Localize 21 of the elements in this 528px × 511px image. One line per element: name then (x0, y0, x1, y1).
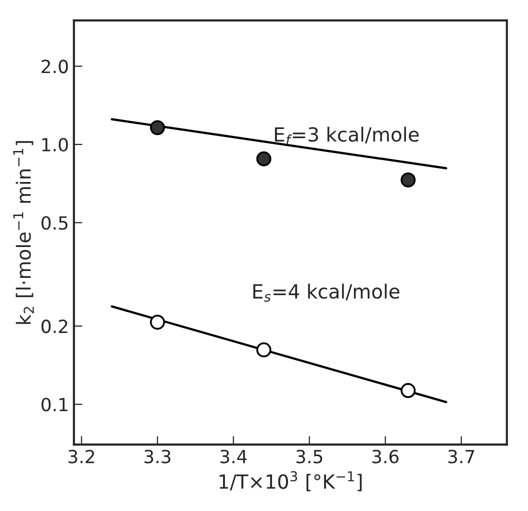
point (150, 314, 165, 330)
point (256, 342, 272, 358)
point (150, 120, 165, 136)
x-tick-label: 3.2 (68, 450, 94, 464)
annotation: E$_{f}$=3 kcal/mole (274, 126, 419, 145)
x-tick-label: 3.6 (372, 450, 399, 464)
annotation: E$_{s}$=4 kcal/mole (253, 284, 400, 302)
y-tick-label: 0.1 (42, 398, 68, 412)
x-axis-title: 1/T×10$^{3}$ [°K$^{−1}$] (220, 471, 362, 492)
x-tick-label: 3.3 (144, 450, 170, 464)
y-tick-label: 0.2 (42, 320, 68, 334)
x-tick-label: 3.5 (296, 450, 322, 464)
y-tick-label: 1.0 (42, 138, 68, 152)
x-tick-label: 3.4 (220, 450, 247, 464)
y-axis-title: k$_{2}$ [l·mole$^{−1}$ min$^{−1}$] (13, 141, 34, 324)
y-tick-label: 2.0 (42, 60, 68, 74)
y-tick-label: 0.5 (42, 216, 68, 230)
point (400, 172, 416, 188)
point (256, 151, 272, 166)
point (400, 383, 416, 398)
x-tick-label: 3.7 (448, 450, 474, 464)
